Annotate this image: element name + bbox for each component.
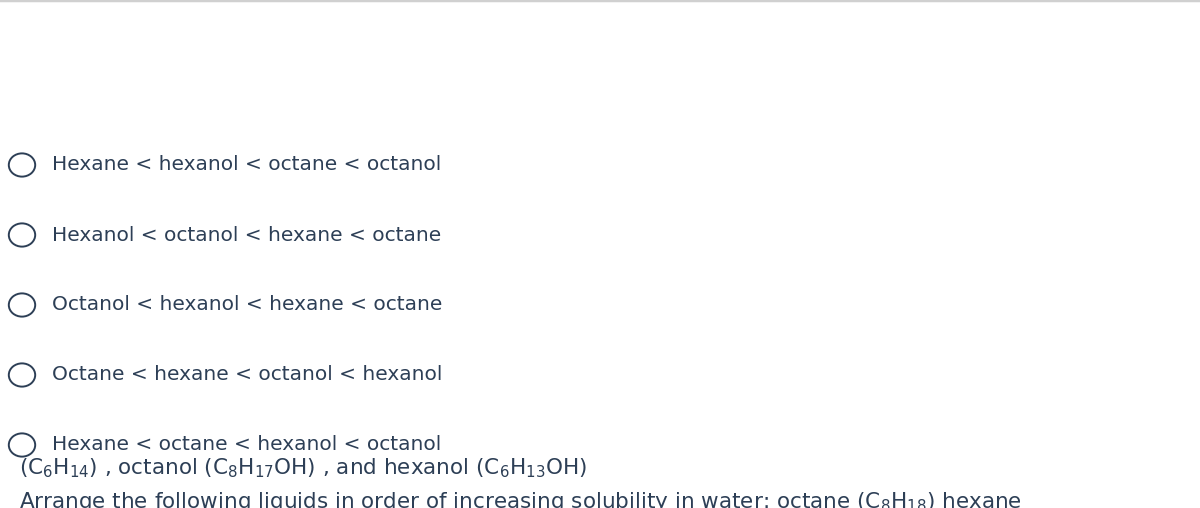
Text: Octanol < hexanol < hexane < octane: Octanol < hexanol < hexane < octane: [52, 296, 443, 314]
Text: Arrange the following liquids in order of increasing solubility in water: octane: Arrange the following liquids in order o…: [19, 490, 1022, 508]
Text: Hexane < hexanol < octane < octanol: Hexane < hexanol < octane < octanol: [52, 155, 442, 175]
Text: Hexane < octane < hexanol < octanol: Hexane < octane < hexanol < octanol: [52, 435, 442, 455]
Text: Octane < hexane < octanol < hexanol: Octane < hexane < octanol < hexanol: [52, 365, 443, 385]
Text: Hexanol < octanol < hexane < octane: Hexanol < octanol < hexane < octane: [52, 226, 442, 244]
Text: ($\mathregular{C_6H_{14}}$) , octanol ($\mathregular{C_8H_{17}}$OH) , and hexano: ($\mathregular{C_6H_{14}}$) , octanol ($…: [19, 456, 587, 480]
